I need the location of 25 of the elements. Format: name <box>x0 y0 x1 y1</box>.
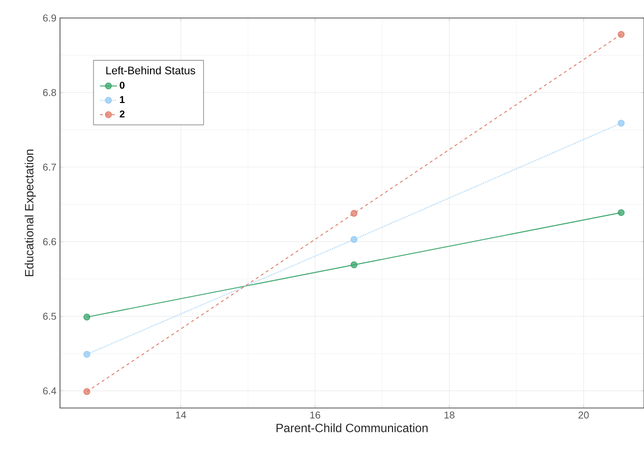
x-tick-label: 14 <box>176 412 186 418</box>
point <box>618 30 625 38</box>
x-tick-label: 20 <box>578 412 589 419</box>
y-tick-label: 6.7 <box>43 164 56 171</box>
point <box>83 314 90 320</box>
y-tick-label: 6.4 <box>43 387 56 394</box>
y-tick-label: 6.6 <box>43 238 56 246</box>
point <box>83 388 90 396</box>
point <box>618 209 625 216</box>
point <box>350 236 358 243</box>
point <box>83 350 90 358</box>
point <box>350 261 358 268</box>
legend-label: 2 <box>120 110 125 118</box>
point <box>618 120 625 127</box>
x-tick-label: 18 <box>444 412 454 419</box>
y-tick-label: 6.5 <box>43 312 56 320</box>
y-tick-label: 6.8 <box>43 89 56 96</box>
legend-label: 1 <box>120 96 125 103</box>
y-axis-title: Educational Expectation <box>24 150 36 276</box>
y-tick-label: 6.9 <box>43 14 56 22</box>
legend-title: Left-Behind Status <box>106 66 196 74</box>
legend-label: 0 <box>120 82 125 89</box>
x-tick-label: 16 <box>310 412 320 419</box>
x-axis-title: Parent-Child Communication <box>276 423 428 432</box>
point <box>350 210 358 217</box>
